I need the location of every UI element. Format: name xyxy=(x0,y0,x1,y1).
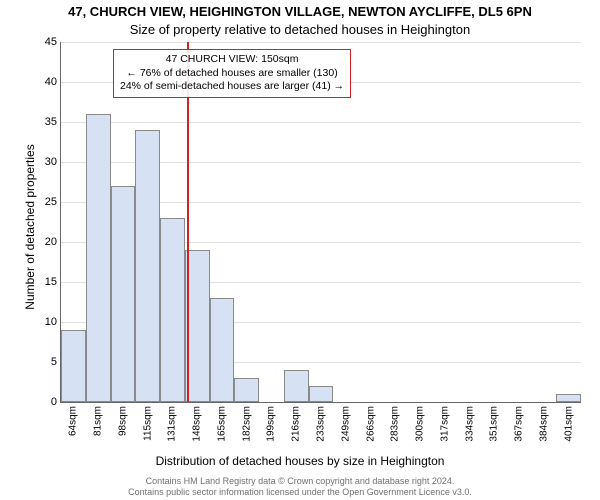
y-axis-label: Number of detached properties xyxy=(23,127,37,327)
y-tick-label: 15 xyxy=(45,276,57,288)
annotation-line: 47 CHURCH VIEW: 150sqm xyxy=(120,53,344,67)
y-tick-label: 0 xyxy=(51,396,57,408)
x-tick-label: 148sqm xyxy=(192,406,203,442)
histogram-bar xyxy=(86,114,111,402)
x-tick-label: 199sqm xyxy=(266,406,277,442)
attribution-footer: Contains HM Land Registry data © Crown c… xyxy=(0,476,600,499)
histogram-bar xyxy=(135,130,160,402)
x-tick-label: 300sqm xyxy=(415,406,426,442)
annotation-line: ← 76% of detached houses are smaller (13… xyxy=(120,67,344,81)
x-tick-label: 115sqm xyxy=(142,406,153,441)
histogram-bar xyxy=(61,330,86,402)
histogram-bar xyxy=(160,218,185,402)
y-tick-label: 5 xyxy=(51,356,57,368)
x-tick-label: 249sqm xyxy=(340,406,351,442)
x-tick-label: 401sqm xyxy=(563,406,574,442)
histogram-bar xyxy=(556,394,581,402)
gridline xyxy=(61,42,581,43)
x-tick-label: 384sqm xyxy=(538,406,549,442)
histogram-bar xyxy=(234,378,259,402)
x-tick-label: 216sqm xyxy=(291,406,302,442)
histogram-bar xyxy=(284,370,309,402)
x-tick-label: 266sqm xyxy=(365,406,376,442)
x-tick-label: 367sqm xyxy=(514,406,525,442)
x-tick-label: 98sqm xyxy=(117,406,128,436)
x-tick-label: 182sqm xyxy=(241,406,252,442)
x-tick-label: 64sqm xyxy=(68,406,79,436)
x-tick-label: 233sqm xyxy=(316,406,327,442)
x-axis-label: Distribution of detached houses by size … xyxy=(0,454,600,468)
histogram-bar xyxy=(210,298,235,402)
footer-line-2: Contains public sector information licen… xyxy=(0,487,600,498)
x-tick-label: 317sqm xyxy=(439,406,450,442)
x-tick-label: 351sqm xyxy=(489,406,500,442)
histogram-bar xyxy=(309,386,334,402)
x-tick-label: 283sqm xyxy=(390,406,401,442)
y-tick-label: 40 xyxy=(45,76,57,88)
y-tick-label: 45 xyxy=(45,36,57,48)
y-tick-label: 25 xyxy=(45,196,57,208)
x-tick-label: 165sqm xyxy=(216,406,227,442)
annotation-line: 24% of semi-detached houses are larger (… xyxy=(120,80,344,94)
x-tick-label: 334sqm xyxy=(464,406,475,442)
chart-title-address: 47, CHURCH VIEW, HEIGHINGTON VILLAGE, NE… xyxy=(0,4,600,19)
y-tick-label: 30 xyxy=(45,156,57,168)
histogram-bar xyxy=(111,186,136,402)
chart-subtitle: Size of property relative to detached ho… xyxy=(0,22,600,37)
annotation-box: 47 CHURCH VIEW: 150sqm← 76% of detached … xyxy=(113,49,351,98)
gridline xyxy=(61,122,581,123)
y-tick-label: 10 xyxy=(45,316,57,328)
y-tick-label: 35 xyxy=(45,116,57,128)
y-tick-label: 20 xyxy=(45,236,57,248)
footer-line-1: Contains HM Land Registry data © Crown c… xyxy=(0,476,600,487)
x-tick-label: 131sqm xyxy=(167,406,178,442)
x-tick-label: 81sqm xyxy=(93,406,104,436)
histogram-plot-area: 05101520253035404564sqm81sqm98sqm115sqm1… xyxy=(60,42,581,403)
